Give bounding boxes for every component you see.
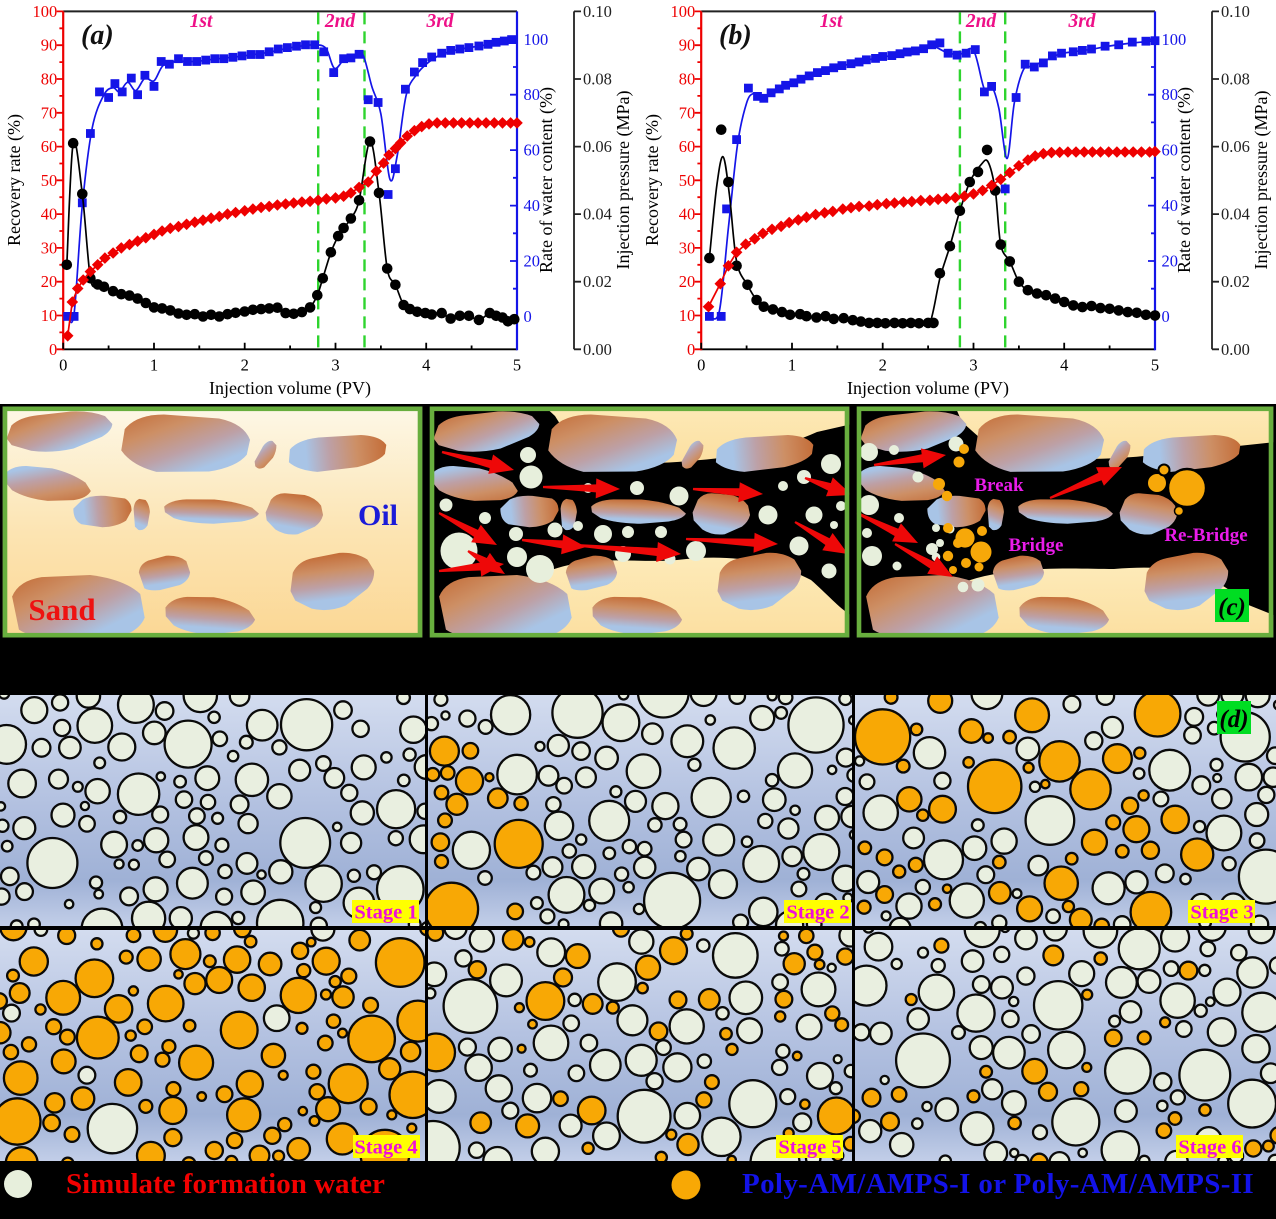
- svg-text:90: 90: [679, 36, 696, 55]
- svg-text:Oil: Oil: [358, 499, 398, 532]
- svg-text:Stage 2: Stage 2: [786, 902, 849, 924]
- svg-text:Re-Bridge: Re-Bridge: [1164, 525, 1247, 546]
- svg-text:60: 60: [1162, 141, 1179, 160]
- svg-text:0.06: 0.06: [1221, 137, 1250, 156]
- svg-text:Injection pressure (MPa): Injection pressure (MPa): [613, 91, 634, 270]
- svg-text:90: 90: [41, 36, 58, 55]
- svg-text:0: 0: [59, 355, 67, 374]
- svg-text:0.02: 0.02: [1221, 272, 1250, 291]
- svg-text:40: 40: [1162, 196, 1179, 215]
- svg-text:30: 30: [41, 238, 58, 257]
- svg-text:Recovery rate (%): Recovery rate (%): [642, 114, 663, 246]
- svg-text:80: 80: [1162, 85, 1179, 104]
- svg-text:Recovery rate (%): Recovery rate (%): [4, 114, 25, 246]
- svg-text:0.04: 0.04: [1221, 205, 1250, 224]
- svg-text:Stage 6: Stage 6: [1178, 1137, 1241, 1159]
- svg-text:0.00: 0.00: [583, 340, 612, 359]
- svg-text:70: 70: [679, 103, 696, 122]
- svg-text:50: 50: [41, 171, 58, 190]
- svg-text:20: 20: [524, 252, 541, 271]
- svg-text:0.04: 0.04: [583, 205, 612, 224]
- svg-text:0: 0: [1162, 307, 1170, 326]
- svg-text:Stage 4: Stage 4: [354, 1137, 417, 1159]
- svg-text:40: 40: [679, 205, 696, 224]
- svg-text:1: 1: [150, 355, 158, 374]
- svg-text:0: 0: [524, 307, 532, 326]
- svg-text:3: 3: [331, 355, 339, 374]
- svg-text:Stage 3: Stage 3: [1190, 902, 1253, 924]
- svg-text:70: 70: [41, 103, 58, 122]
- svg-text:3: 3: [969, 355, 977, 374]
- svg-text:Break: Break: [974, 475, 1024, 496]
- svg-text:100: 100: [670, 2, 695, 21]
- svg-text:0.08: 0.08: [583, 70, 612, 89]
- svg-text:3rd: 3rd: [425, 11, 453, 32]
- svg-text:Stage 5: Stage 5: [778, 1137, 841, 1159]
- svg-text:1st: 1st: [190, 11, 213, 32]
- svg-text:20: 20: [41, 272, 58, 291]
- svg-text:60: 60: [41, 137, 58, 156]
- svg-text:100: 100: [1162, 30, 1187, 49]
- svg-text:Bridge: Bridge: [1009, 535, 1064, 556]
- svg-text:(d): (d): [1219, 706, 1248, 733]
- svg-text:Injection pressure (MPa): Injection pressure (MPa): [1251, 91, 1272, 270]
- svg-text:80: 80: [41, 70, 58, 89]
- svg-text:0: 0: [687, 340, 695, 359]
- svg-text:100: 100: [524, 30, 549, 49]
- svg-text:0.10: 0.10: [1221, 2, 1250, 21]
- svg-text:0: 0: [49, 340, 57, 359]
- svg-text:1: 1: [788, 355, 796, 374]
- svg-text:2nd: 2nd: [324, 11, 356, 32]
- svg-text:Injection volume (PV): Injection volume (PV): [209, 378, 371, 399]
- svg-text:10: 10: [41, 306, 58, 325]
- svg-text:2nd: 2nd: [965, 11, 997, 32]
- svg-text:Poly-AM/AMPS-I or Poly-AM/AMPS: Poly-AM/AMPS-I or Poly-AM/AMPS-II: [742, 1168, 1254, 1200]
- svg-text:60: 60: [679, 137, 696, 156]
- svg-text:30: 30: [679, 238, 696, 257]
- svg-text:100: 100: [32, 2, 57, 21]
- svg-text:4: 4: [422, 355, 430, 374]
- svg-text:(a): (a): [81, 20, 114, 51]
- svg-text:0.06: 0.06: [583, 137, 612, 156]
- svg-text:80: 80: [679, 70, 696, 89]
- svg-text:Rate of water content (%): Rate of water content (%): [1174, 87, 1195, 273]
- svg-text:40: 40: [41, 205, 58, 224]
- svg-text:1st: 1st: [820, 11, 843, 32]
- svg-text:10: 10: [679, 306, 696, 325]
- svg-text:0.10: 0.10: [583, 2, 612, 21]
- svg-text:5: 5: [513, 355, 521, 374]
- svg-text:0.00: 0.00: [1221, 340, 1250, 359]
- svg-text:(c): (c): [1218, 594, 1246, 621]
- svg-text:Injection volume (PV): Injection volume (PV): [847, 378, 1009, 399]
- svg-text:0.08: 0.08: [1221, 70, 1250, 89]
- svg-text:0: 0: [697, 355, 705, 374]
- svg-text:60: 60: [524, 141, 541, 160]
- svg-text:40: 40: [524, 196, 541, 215]
- svg-text:3rd: 3rd: [1067, 11, 1095, 32]
- svg-text:80: 80: [524, 85, 541, 104]
- svg-text:Stage 1: Stage 1: [354, 902, 417, 924]
- svg-text:2: 2: [879, 355, 887, 374]
- svg-text:Sand: Sand: [28, 592, 95, 627]
- svg-text:4: 4: [1060, 355, 1068, 374]
- svg-text:20: 20: [1162, 252, 1179, 271]
- svg-text:Simulate formation water: Simulate formation water: [66, 1168, 385, 1200]
- svg-text:0.02: 0.02: [583, 272, 612, 291]
- svg-text:2: 2: [241, 355, 249, 374]
- svg-text:5: 5: [1151, 355, 1159, 374]
- svg-text:Rate of water content (%): Rate of water content (%): [536, 87, 557, 273]
- svg-text:20: 20: [679, 272, 696, 291]
- svg-text:50: 50: [679, 171, 696, 190]
- svg-text:(b): (b): [719, 20, 752, 51]
